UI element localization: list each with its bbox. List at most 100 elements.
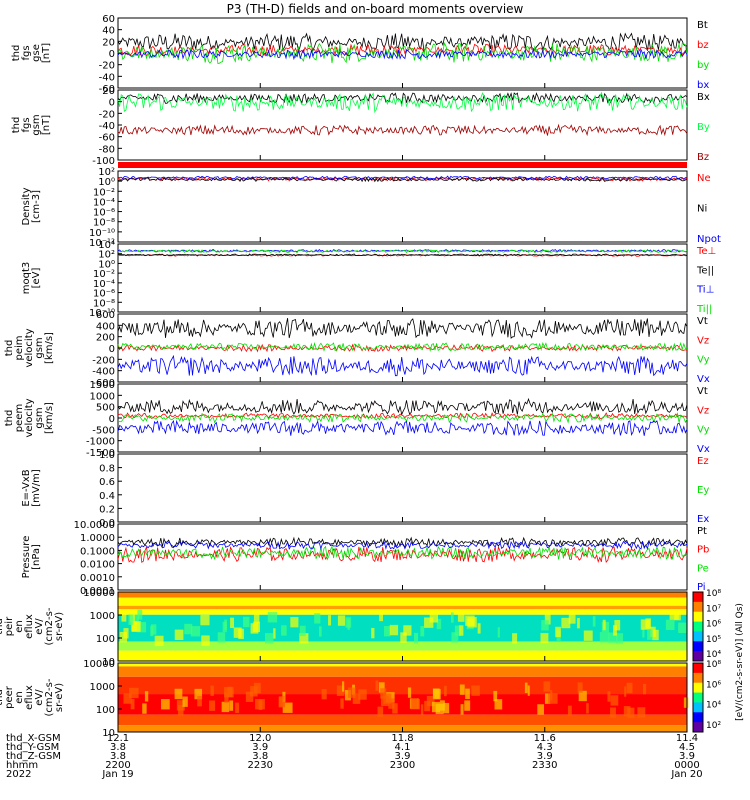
- spectrogram-patch: [527, 685, 530, 696]
- spectrogram-patch: [615, 633, 624, 644]
- legend-Bz: Bz: [697, 152, 709, 163]
- ylabel-line: [mV/m]: [31, 469, 42, 507]
- ylabel-fgs-gse: thdfgsgse[nT]: [11, 43, 52, 63]
- spectrogram-patch: [550, 690, 553, 701]
- ylabel-line: thd: [11, 45, 22, 62]
- panel-temperature: moqt3[eV] Te⊥ Te|| Ti⊥ Ti|| 10⁴10²10⁰10⁻²10⁻⁴…: [21, 240, 716, 319]
- series-Vx: [117, 419, 688, 437]
- spectrogram-patch: [403, 625, 412, 636]
- spectrogram-patch: [465, 688, 470, 699]
- spectrogram-patch: [273, 628, 276, 639]
- spectrogram-band: [118, 676, 687, 695]
- spectrogram-patch: [674, 609, 681, 621]
- ylabel-line: sr-eV): [54, 683, 65, 712]
- spectrogram-patch: [154, 635, 164, 647]
- spectrogram-patch: [454, 625, 462, 636]
- spectrogram-patch: [184, 623, 193, 635]
- spectrogram-patch: [224, 687, 234, 698]
- y-tick-label: -20: [99, 61, 115, 72]
- axis-row-value: 12.0: [249, 733, 271, 744]
- ylabel-line: fgs: [21, 45, 32, 60]
- axis-date-end: Jan 20: [670, 769, 702, 780]
- spectrogram-patch: [190, 626, 201, 637]
- legend-Ex: Ex: [697, 514, 709, 525]
- legend-bx: bx: [697, 80, 709, 91]
- spectrogram-patch: [429, 612, 439, 623]
- spectrogram-patch: [380, 688, 387, 699]
- legend-Vx: Vx: [697, 374, 710, 385]
- spectrogram-patch: [245, 691, 254, 702]
- panel-pressure: Pressure[nPa] Pt Pb Pe Pi 10.0000 1.0000 0.1000…: [21, 520, 709, 597]
- spectrogram-patch: [281, 625, 287, 636]
- spectrogram-patch: [177, 705, 184, 716]
- legend-Ne: Ne: [697, 173, 711, 184]
- spectrogram-patch: [150, 625, 154, 637]
- legend-Pe: Pe: [697, 563, 709, 574]
- y-tick-label: -500: [92, 425, 115, 436]
- legend-Pi: Pi: [697, 582, 706, 593]
- series-Vy: [117, 341, 688, 353]
- spectrogram-patch: [347, 687, 356, 698]
- spectrogram-patch: [544, 614, 551, 625]
- spectrogram-patch: [683, 697, 689, 708]
- legend-Ez: Ez: [697, 456, 709, 467]
- legend-Ti⊥: Ti⊥: [696, 285, 714, 296]
- ylabel-line: peir: [4, 616, 15, 636]
- spectrogram-patch: [383, 625, 391, 637]
- spectrogram-patch: [627, 707, 635, 718]
- spectrogram-patch: [464, 700, 471, 711]
- spectrogram-patch: [131, 621, 141, 632]
- spectrogram-band: [118, 597, 687, 606]
- series-bx: [117, 48, 688, 61]
- y-tick-label: 10²: [98, 250, 115, 261]
- spectrogram-patch: [137, 609, 143, 620]
- colorbar-segment: [693, 712, 703, 723]
- ylabel-line: peim: [14, 335, 25, 360]
- ylabel-line: gsm: [31, 114, 42, 135]
- spectrogram-patch: [444, 685, 447, 697]
- ylabel-line: thd: [0, 618, 5, 635]
- spectrogram-band: [118, 663, 687, 667]
- spectrogram-patch: [669, 609, 679, 620]
- ylabel-line: [nT]: [41, 115, 52, 135]
- axis-row-value: 3.9: [395, 751, 411, 762]
- spectrogram-patch: [174, 688, 183, 700]
- ylabel-line: moqt3: [21, 262, 32, 295]
- ylabel-line: thd: [11, 117, 22, 134]
- ylabel-line: eV/: [34, 618, 45, 635]
- spectrogram-patch: [121, 611, 127, 622]
- legend-Bx: Bx: [697, 92, 710, 103]
- colorbar-frame: [692, 591, 704, 662]
- panel-peem-velocity: thdpeemvelocitygsm[km/s] Vt Vz Vy Vx 15001000…: [4, 380, 710, 459]
- spectrogram-patch: [128, 614, 134, 625]
- spectrogram-patch: [142, 703, 147, 714]
- spectrogram-patch: [412, 698, 418, 709]
- series-Vy: [117, 412, 688, 424]
- spectrogram-patch: [381, 695, 389, 707]
- spectrogram-patch: [477, 623, 481, 634]
- ylabel-line: Pressure: [21, 536, 32, 579]
- y-tick-label: 100: [96, 634, 115, 645]
- ylabel-temperature: moqt3[eV]: [21, 262, 42, 295]
- spectrogram-patch: [344, 690, 351, 701]
- colorbar-segment: [693, 611, 703, 623]
- ylabel-line: gsm: [34, 337, 45, 358]
- axis-row-value: 4.3: [537, 742, 553, 753]
- y-tick-label: 0: [109, 344, 115, 355]
- axis-row-value: 11.8: [391, 733, 413, 744]
- axis-row-value: 3.8: [110, 751, 126, 762]
- colorbar-tick-label: 10⁸: [706, 589, 721, 599]
- axis-row-value: 4.5: [679, 742, 695, 753]
- series-Vt: [117, 397, 688, 416]
- ylabel-line: [km/s]: [44, 332, 55, 364]
- colorbar-tick-label: 10²: [706, 721, 721, 731]
- spectrogram-patch: [352, 693, 361, 704]
- colorbar-tick-label: 10⁴: [706, 701, 721, 711]
- ylabel-peer-en-eflux: thdpeerenefluxeV/(cm2-s-sr-eV): [0, 678, 65, 716]
- spectrogram-patch: [130, 698, 135, 710]
- spectrogram-patch: [610, 695, 619, 706]
- spectrogram-patch: [375, 680, 379, 691]
- spectrogram-patch: [642, 627, 645, 638]
- panel-density: Density[cm-3]NeNiNpot10²10⁰10⁻²10⁻⁴10⁻⁶1…: [21, 167, 721, 249]
- y-tick-label: -60: [99, 133, 115, 144]
